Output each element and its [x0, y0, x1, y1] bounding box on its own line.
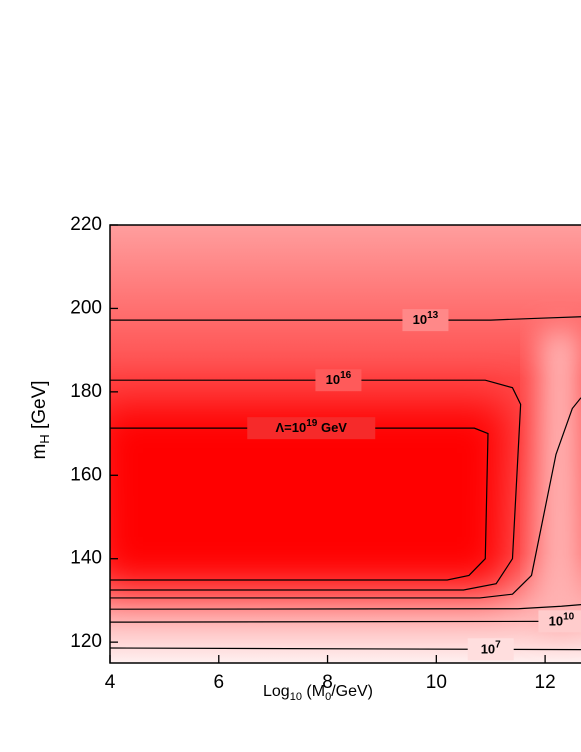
contour-line [110, 316, 581, 321]
contour-label-exp: 16 [340, 370, 352, 381]
label-box [247, 417, 376, 440]
y-tick-label: 180 [70, 381, 102, 402]
y-tick-label: 200 [70, 297, 102, 318]
label-gap [402, 309, 449, 332]
contour-label-base: 10 [326, 373, 340, 388]
y-axis-label: mH [GeV] [29, 380, 52, 459]
y-tick-label: 140 [70, 548, 102, 569]
contour-label-base: 10 [549, 614, 563, 629]
y-tick-label: 220 [70, 214, 102, 235]
contour-label: 1010 [549, 611, 575, 629]
x-tick-label: 6 [213, 672, 224, 693]
contour-label-exp: 13 [427, 310, 439, 321]
y-tick-label: 120 [70, 631, 102, 652]
x-axis-label: Log10 (M0/GeV) [263, 683, 373, 703]
x-tick-label: 12 [535, 672, 556, 693]
label-gap [315, 369, 362, 392]
label-gap [538, 610, 581, 633]
contour-line [110, 427, 489, 581]
x-tick-label: 10 [426, 672, 447, 693]
contour-line [110, 620, 581, 623]
contour-line [110, 379, 522, 591]
y-tick-label: 160 [70, 464, 102, 485]
contour-label-exp: 19 [306, 418, 318, 429]
contour-label-exp: 10 [563, 611, 575, 622]
contour-label-base: Λ=10 [275, 421, 306, 436]
contour-label-base: 10 [481, 642, 495, 657]
plot-frame [109, 224, 581, 664]
contour-label-unit: GeV [317, 421, 347, 436]
x-tick-label: 8 [322, 672, 333, 693]
contour-line [110, 604, 581, 610]
contour-line [110, 397, 581, 599]
contour-label: 1013 [413, 310, 439, 328]
contour-label: 1016 [326, 370, 352, 388]
label-gap [467, 638, 514, 661]
contour-label: Λ=1019 GeV [275, 418, 347, 436]
x-tick-label: 4 [105, 672, 116, 693]
contour-label: 107 [481, 639, 501, 657]
contour-label-exp: 7 [495, 639, 501, 650]
contour-label-base: 10 [413, 313, 427, 328]
heatmap-background [110, 225, 581, 663]
